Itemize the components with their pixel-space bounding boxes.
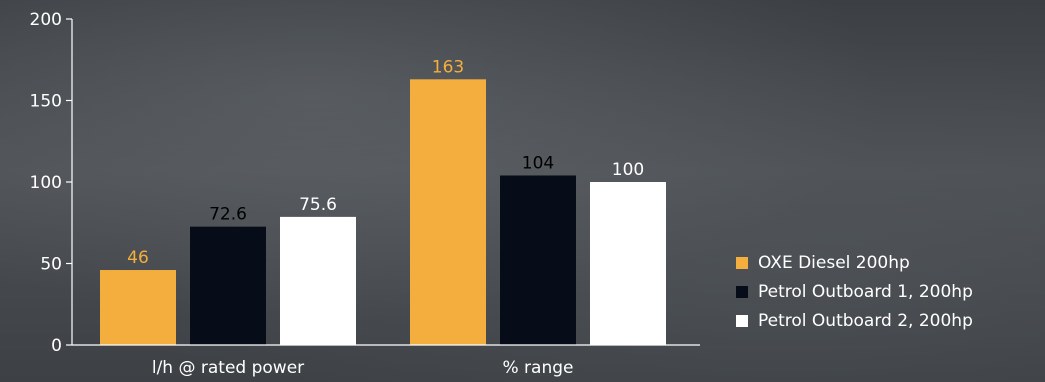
data-label: 46 (127, 248, 149, 268)
legend-item-oxe-diesel: OXE Diesel 200hp (736, 252, 973, 274)
bar (500, 175, 576, 345)
y-tick-label: 150 (30, 92, 62, 112)
y-tick-label: 0 (51, 336, 62, 356)
data-labels: 46 72.6 75.6 163 104 100 (127, 57, 644, 268)
data-label: 104 (522, 153, 554, 173)
data-label: 163 (432, 57, 464, 77)
x-axis: l/h @ rated power % range (72, 344, 700, 378)
data-label: 100 (612, 160, 644, 180)
y-tick-label: 200 (30, 10, 62, 30)
legend-label: OXE Diesel 200hp (758, 253, 910, 273)
data-label: 72.6 (209, 205, 247, 225)
bars (100, 79, 666, 345)
data-label: 75.6 (299, 195, 337, 215)
legend-label: Petrol Outboard 1, 200hp (758, 282, 973, 302)
legend-item-petrol-outboard-1: Petrol Outboard 1, 200hp (736, 281, 973, 303)
legend-swatch (736, 315, 748, 327)
legend-swatch (736, 286, 748, 298)
bar (100, 270, 176, 345)
bar (280, 216, 356, 345)
legend-label: Petrol Outboard 2, 200hp (758, 311, 973, 331)
bar (590, 182, 666, 345)
y-tick-label: 50 (40, 255, 62, 275)
x-category-label: % range (503, 358, 574, 378)
y-axis: 0 50 100 150 200 (30, 10, 73, 356)
legend-item-petrol-outboard-2: Petrol Outboard 2, 200hp (736, 310, 973, 332)
legend-swatch (736, 257, 748, 269)
bar (410, 79, 486, 345)
bar (190, 226, 266, 345)
legend: OXE Diesel 200hp Petrol Outboard 1, 200h… (736, 252, 973, 332)
x-category-label: l/h @ rated power (152, 358, 304, 378)
y-tick-label: 100 (30, 173, 62, 193)
